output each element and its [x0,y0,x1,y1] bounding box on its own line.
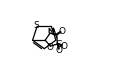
Text: O: O [47,43,54,52]
Text: O: O [59,27,66,36]
Text: O: O [55,46,62,55]
Text: O: O [60,42,67,51]
Text: C: C [56,40,62,49]
Text: N: N [47,28,54,37]
Text: H: H [48,28,53,34]
Text: S: S [34,21,40,30]
